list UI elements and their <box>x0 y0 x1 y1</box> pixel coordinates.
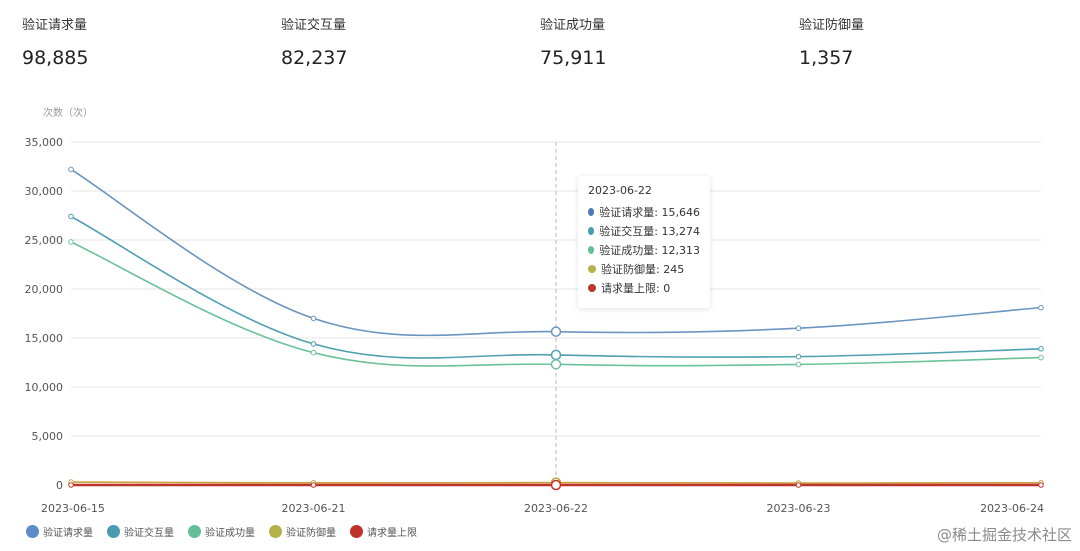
tooltip-text: 验证成功量: 12,313 <box>599 242 700 258</box>
tooltip-dot <box>588 208 594 216</box>
legend-item[interactable]: 验证防御量 <box>269 524 336 539</box>
chart-legend: 验证请求量 验证交互量 验证成功量 验证防御量 请求量上限 <box>26 524 431 539</box>
tooltip-row: 验证成功量: 12,313 <box>588 240 700 259</box>
legend-dot <box>188 525 201 538</box>
data-point[interactable] <box>311 483 316 488</box>
tooltip-dot <box>588 246 594 254</box>
data-point[interactable] <box>552 481 561 490</box>
data-point[interactable] <box>552 360 561 369</box>
legend-item[interactable]: 请求量上限 <box>350 524 417 539</box>
y-tick-label: 0 <box>56 479 63 492</box>
tooltip-row: 请求量上限: 0 <box>588 278 700 297</box>
legend-dot <box>26 525 39 538</box>
tooltip-row: 验证防御量: 245 <box>588 259 700 278</box>
x-tick-label: 2023-06-15 <box>41 502 105 515</box>
y-tick-label: 20,000 <box>25 283 64 296</box>
data-point[interactable] <box>552 350 561 359</box>
data-point[interactable] <box>1039 346 1044 351</box>
line-chart[interactable]: 0 5,000 10,000 15,000 20,000 25,000 30,000 35,0… <box>0 0 1080 551</box>
data-point[interactable] <box>1039 483 1044 488</box>
tooltip-text: 验证防御量: 245 <box>601 261 684 277</box>
tooltip-text: 验证请求量: 15,646 <box>599 204 700 220</box>
tooltip-dot <box>588 284 596 292</box>
data-point[interactable] <box>69 483 74 488</box>
tooltip-date: 2023-06-22 <box>588 184 700 197</box>
y-axis-label: 次数（次） <box>43 106 93 119</box>
x-tick-label: 2023-06-23 <box>767 502 831 515</box>
tooltip-text: 验证交互量: 13,274 <box>599 223 700 239</box>
y-axis-ticks: 0 5,000 10,000 15,000 20,000 25,000 30,000 35,0… <box>25 136 64 492</box>
legend-label: 请求量上限 <box>367 524 417 539</box>
legend-label: 验证请求量 <box>43 524 93 539</box>
data-point[interactable] <box>311 316 316 321</box>
legend-item[interactable]: 验证成功量 <box>188 524 255 539</box>
y-tick-label: 5,000 <box>32 430 64 443</box>
data-point[interactable] <box>311 350 316 355</box>
data-point[interactable] <box>1039 305 1044 310</box>
data-point[interactable] <box>69 214 74 219</box>
watermark: @稀土掘金技术社区 <box>937 524 1072 545</box>
y-tick-label: 35,000 <box>25 136 64 149</box>
data-point[interactable] <box>796 354 801 359</box>
legend-dot <box>269 525 282 538</box>
data-point[interactable] <box>796 326 801 331</box>
legend-label: 验证成功量 <box>205 524 255 539</box>
data-point[interactable] <box>796 483 801 488</box>
tooltip-row: 验证请求量: 15,646 <box>588 202 700 221</box>
data-point[interactable] <box>552 327 561 336</box>
legend-item[interactable]: 验证请求量 <box>26 524 93 539</box>
y-tick-label: 30,000 <box>25 185 64 198</box>
tooltip-text: 请求量上限: 0 <box>601 280 670 296</box>
legend-label: 验证防御量 <box>286 524 336 539</box>
x-axis-ticks: 2023-06-15 2023-06-21 2023-06-22 2023-06-23… <box>41 502 1044 515</box>
data-point[interactable] <box>796 362 801 367</box>
data-point[interactable] <box>69 167 74 172</box>
tooltip-row: 验证交互量: 13,274 <box>588 221 700 240</box>
y-tick-label: 15,000 <box>25 332 64 345</box>
tooltip-dot <box>588 265 596 273</box>
data-point[interactable] <box>311 342 316 347</box>
x-tick-label: 2023-06-21 <box>282 502 346 515</box>
y-tick-label: 25,000 <box>25 234 64 247</box>
x-tick-label: 2023-06-24 <box>980 502 1044 515</box>
data-point[interactable] <box>69 240 74 245</box>
x-tick-label: 2023-06-22 <box>524 502 588 515</box>
legend-dot <box>107 525 120 538</box>
legend-item[interactable]: 验证交互量 <box>107 524 174 539</box>
y-tick-label: 10,000 <box>25 381 64 394</box>
tooltip-dot <box>588 227 594 235</box>
tooltip: 2023-06-22 验证请求量: 15,646 验证交互量: 13,274 验… <box>578 176 710 308</box>
data-point[interactable] <box>1039 355 1044 360</box>
legend-dot <box>350 525 363 538</box>
legend-label: 验证交互量 <box>124 524 174 539</box>
